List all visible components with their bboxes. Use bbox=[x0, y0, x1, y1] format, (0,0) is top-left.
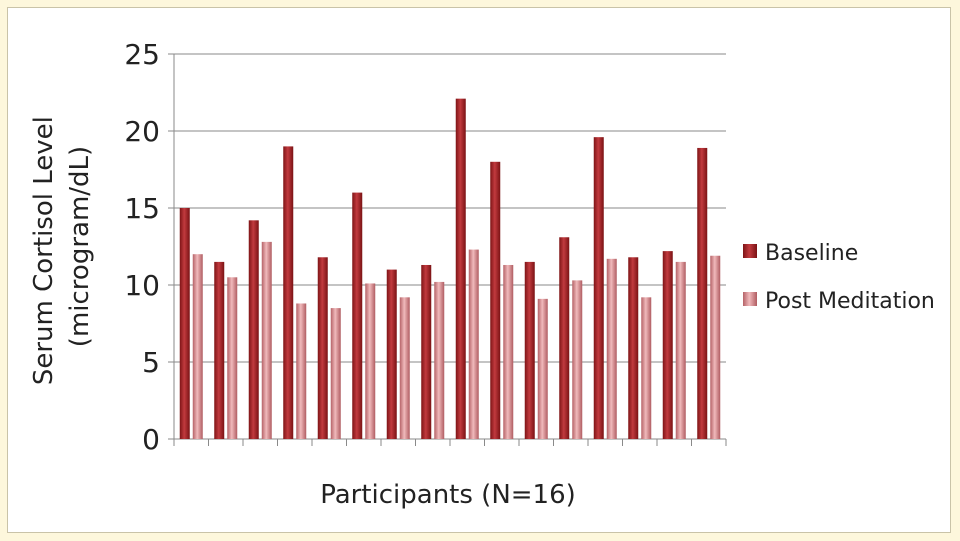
bar-post-meditation-16 bbox=[710, 255, 721, 439]
bar-post-meditation-4 bbox=[296, 303, 307, 439]
bar-post-meditation-13 bbox=[606, 258, 617, 439]
bar-baseline-10 bbox=[490, 161, 501, 440]
bar-post-meditation-10 bbox=[503, 264, 514, 439]
y-axis-title-line-1: Serum Cortisol Level bbox=[29, 116, 59, 385]
bar-chart: 0 5 10 15 20 25 Serum Cortisol Level (microgr… bbox=[29, 38, 935, 510]
bar-baseline-3 bbox=[248, 220, 259, 439]
y-tick-label: 20 bbox=[124, 115, 160, 148]
y-axis-title: Serum Cortisol Level (microgram/dL) bbox=[29, 108, 95, 385]
legend-label-baseline: Baseline bbox=[765, 241, 858, 266]
bar-post-meditation-7 bbox=[399, 297, 410, 439]
bar-baseline-13 bbox=[593, 137, 604, 439]
bar-post-meditation-11 bbox=[537, 298, 548, 439]
bar-baseline-7 bbox=[386, 269, 397, 439]
bar-baseline-4 bbox=[283, 146, 294, 439]
bar-post-meditation-6 bbox=[365, 283, 376, 439]
bar-post-meditation-15 bbox=[675, 261, 686, 439]
y-tick-label: 15 bbox=[124, 192, 160, 225]
bar-post-meditation-3 bbox=[261, 241, 272, 439]
bar-baseline-11 bbox=[524, 261, 535, 439]
y-tick-label: 25 bbox=[124, 38, 160, 71]
bar-baseline-6 bbox=[352, 192, 363, 439]
bar-baseline-16 bbox=[697, 147, 708, 439]
legend-label-post-meditation: Post Meditation bbox=[765, 289, 935, 314]
bar-post-meditation-5 bbox=[330, 308, 341, 439]
bar-baseline-9 bbox=[455, 98, 466, 439]
x-axis-title: Participants (N=16) bbox=[320, 480, 576, 510]
y-axis-title-line-2: (microgram/dL) bbox=[65, 146, 95, 347]
y-tick-label: 0 bbox=[142, 423, 160, 456]
legend: Baseline Post Meditation bbox=[743, 241, 935, 314]
y-tick-label: 5 bbox=[142, 346, 160, 379]
y-tick-label: 10 bbox=[124, 269, 160, 302]
legend-swatch-baseline bbox=[743, 244, 757, 258]
legend-swatch-post-meditation bbox=[743, 292, 757, 306]
bar-post-meditation-12 bbox=[572, 280, 583, 439]
bar-post-meditation-8 bbox=[434, 281, 445, 439]
bar-post-meditation-14 bbox=[641, 297, 652, 439]
bar-post-meditation-9 bbox=[468, 249, 479, 439]
bar-baseline-1 bbox=[179, 208, 190, 439]
chart-frame: 0 5 10 15 20 25 Serum Cortisol Level (microgr… bbox=[7, 7, 951, 533]
tick-labels: 0 5 10 15 20 25 bbox=[124, 38, 160, 456]
bar-baseline-15 bbox=[662, 251, 673, 439]
bar-baseline-12 bbox=[559, 237, 570, 439]
bar-post-meditation-1 bbox=[192, 254, 203, 439]
bar-baseline-5 bbox=[317, 257, 328, 439]
bar-baseline-8 bbox=[421, 264, 432, 439]
bar-post-meditation-2 bbox=[227, 277, 238, 439]
bars bbox=[179, 98, 721, 440]
bar-baseline-2 bbox=[214, 261, 225, 439]
bar-baseline-14 bbox=[628, 257, 639, 439]
